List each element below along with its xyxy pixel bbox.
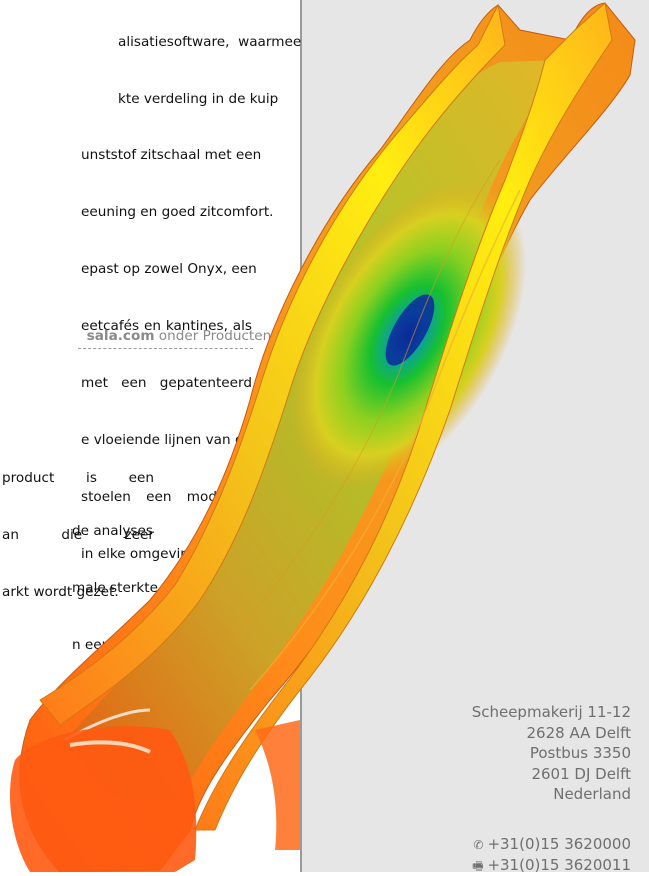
text-line: erbaar — [72, 751, 117, 767]
fax-number: +31(0)15 3620011 — [487, 856, 631, 874]
text-line: epast op zowel Onyx, een — [81, 261, 257, 277]
website-link-domain[interactable]: sala.com — [86, 328, 155, 344]
text-line: unststof zitschaal met een — [81, 147, 262, 163]
address-block: Scheepmakerij 11-12 2628 AA Delft Postbu… — [472, 702, 631, 805]
address-postbus-postcode: 2601 DJ Delft — [531, 764, 631, 783]
website-link-text[interactable]: onder Producten — [154, 328, 272, 344]
address-country: Nederland — [553, 785, 631, 803]
address-postcode: 2628 AA Delft — [526, 723, 632, 742]
fax-row: 🖷 +31(0)15 3620011 — [472, 855, 631, 876]
text-line: n een fraaie — [72, 637, 154, 653]
text-line: st is de — [72, 694, 121, 710]
text-line: alisatiesoftware, waarmee — [118, 34, 302, 50]
website-link[interactable]: sala.com onder Producten — [78, 308, 271, 349]
text-line: kte verdeling in de kuip — [118, 91, 279, 107]
text-line: de analyses — [72, 523, 153, 539]
text-line: met een gepatenteerd — [81, 375, 252, 391]
text-line: male sterkte — [72, 580, 158, 596]
address-street: Scheepmakerij 11-12 — [471, 703, 631, 721]
phone-icon: ✆ — [473, 838, 484, 852]
phone-row: ✆ +31(0)15 3620000 — [472, 834, 631, 855]
address-postbus: Postbus 3350 — [529, 744, 631, 762]
contact-block: ✆ +31(0)15 3620000 🖷 +31(0)15 3620011 — [472, 834, 631, 876]
text-line: eeuning en goed zitcomfort. — [81, 204, 274, 220]
text-line: et- — [72, 808, 91, 824]
column-divider — [300, 0, 302, 872]
paragraph-analysis: de analyses male sterkte n een fraaie st… — [72, 484, 172, 845]
fax-icon: 🖷 — [472, 859, 484, 873]
slide-foot-edge — [255, 720, 300, 850]
phone-number[interactable]: +31(0)15 3620000 — [487, 835, 631, 853]
